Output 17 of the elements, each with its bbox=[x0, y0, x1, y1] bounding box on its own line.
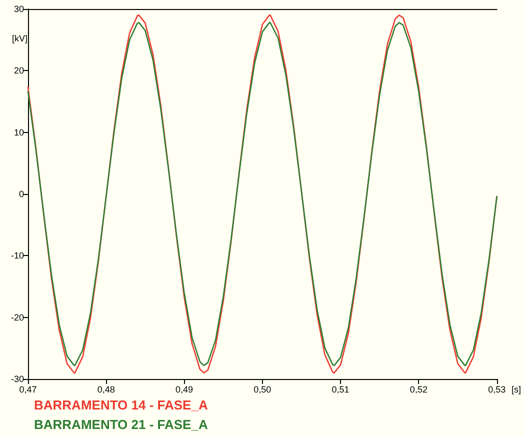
y-tick-label: -20 bbox=[10, 312, 24, 322]
x-tick-label: 0,47 bbox=[19, 384, 37, 394]
x-axis-title: [s] bbox=[511, 384, 522, 394]
y-tick-label: 20 bbox=[14, 66, 24, 76]
y-tick-label: 30 bbox=[14, 4, 24, 14]
y-tick-label: 10 bbox=[14, 127, 24, 138]
y-axis-title: [kV] bbox=[12, 34, 28, 44]
x-tick-label: 0,51 bbox=[332, 384, 350, 394]
series-label: BARRAMENTO 14 - FASE_A bbox=[34, 398, 208, 412]
y-tick-label: -30 bbox=[10, 374, 24, 384]
x-tick-label: 0,49 bbox=[176, 384, 194, 394]
text: BARRAMENTO 21 - FASE_A bbox=[34, 417, 208, 432]
x-tick-label: 0,48 bbox=[97, 384, 115, 394]
y-tick-label: -10 bbox=[10, 250, 24, 261]
x-tick-label: 0,50 bbox=[254, 384, 272, 394]
x-tick-label: 0,53 bbox=[488, 384, 506, 394]
x-tick-label: 0,52 bbox=[410, 384, 428, 394]
